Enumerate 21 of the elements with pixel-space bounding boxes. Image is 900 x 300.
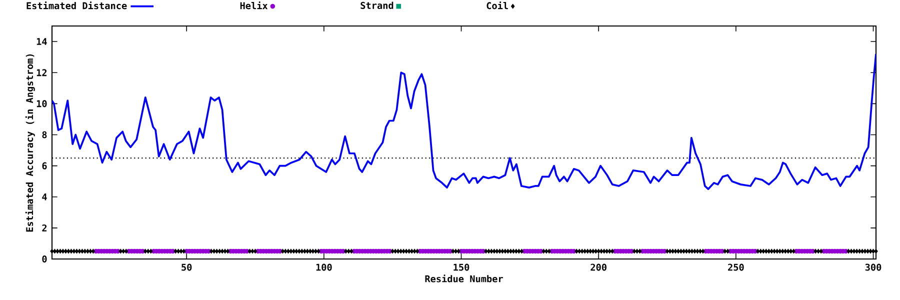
line-series <box>52 53 876 190</box>
y-tick-label: 4 <box>42 193 47 200</box>
x-tick-label: 50 <box>182 264 192 271</box>
legend-label: Helix <box>240 1 268 10</box>
y-tick-label: 6 <box>42 162 47 170</box>
y-tick-label: 8 <box>42 131 47 138</box>
y-tick-label: 14 <box>36 38 47 45</box>
y-tick-label: 10 <box>36 100 47 108</box>
y-tick-label: 2 <box>42 224 46 232</box>
x-tick-label: 150 <box>454 264 470 271</box>
legend-label: Coil <box>486 1 508 10</box>
y-axis-title: Estimated Accuracy (in Angstrom) <box>25 54 35 232</box>
x-tick-label: 200 <box>590 264 606 271</box>
y-tick-label: 12 <box>36 69 46 76</box>
x-tick-label: 100 <box>316 264 332 271</box>
legend-label: Estimated Distance <box>26 1 127 10</box>
legend-label: Strand <box>360 2 394 9</box>
y-tick-label: 0 <box>42 255 47 263</box>
x-axis-title: Residue Number <box>425 274 503 282</box>
x-tick-label: 250 <box>728 264 744 271</box>
x-tick-label: 300 <box>865 264 882 271</box>
